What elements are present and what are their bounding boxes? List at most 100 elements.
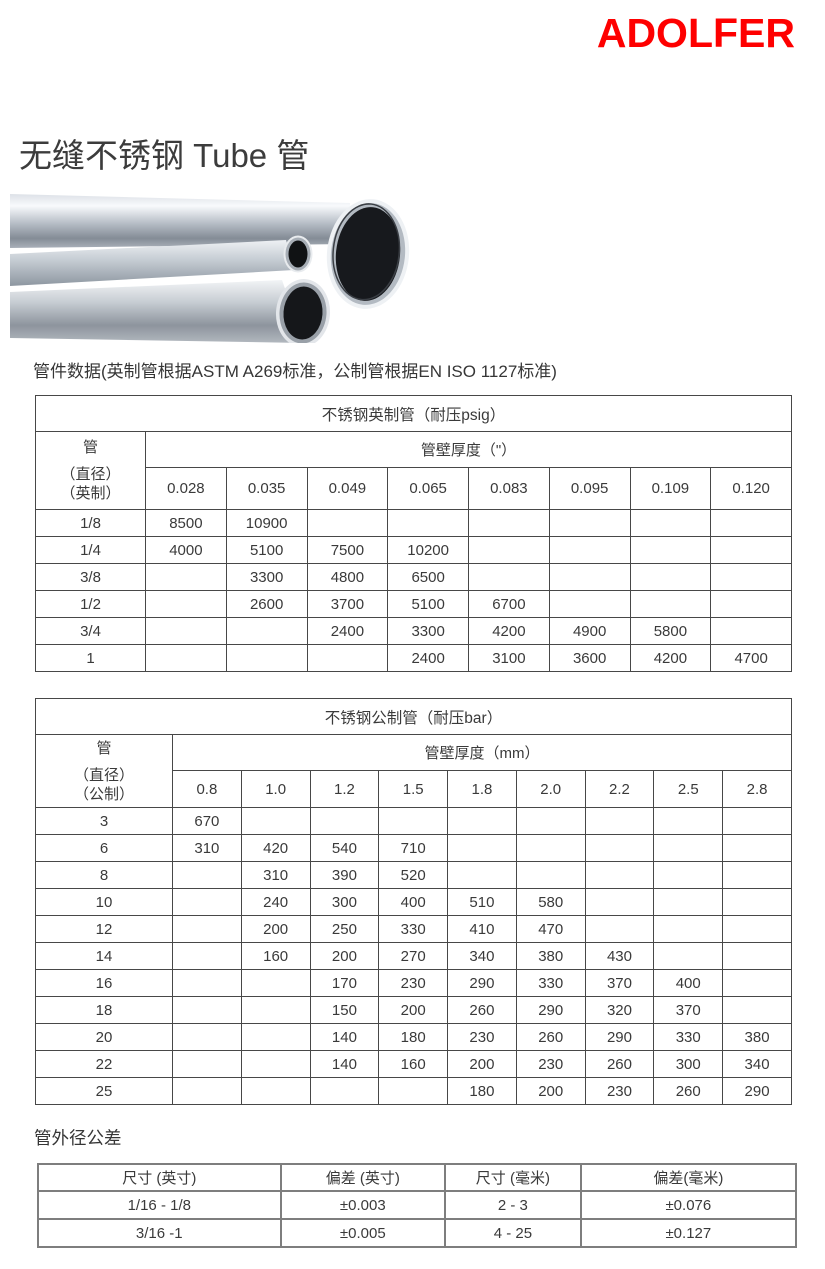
pressure-cell: 2600 <box>225 590 308 618</box>
pressure-cell <box>584 834 655 862</box>
size-cell: 14 <box>35 942 173 970</box>
table-row: 3 670 <box>35 807 792 835</box>
corner-line: 管 <box>96 739 112 757</box>
size-cell: 25 <box>35 1077 173 1105</box>
thickness-value: 1.8 <box>447 770 517 808</box>
thickness-value: 2.0 <box>515 770 586 808</box>
pressure-cell <box>240 1050 311 1078</box>
size-cell: 10 <box>35 888 173 916</box>
size-cell: 12 <box>35 915 173 943</box>
pressure-cell: 380 <box>722 1023 792 1051</box>
pressure-cell <box>584 915 655 943</box>
pressure-cell <box>172 915 242 943</box>
pressure-cell <box>710 617 792 645</box>
pressure-cell <box>722 969 792 997</box>
pressure-cell: 300 <box>653 1050 724 1078</box>
pressure-cell <box>653 942 724 970</box>
pressure-cell: 230 <box>515 1050 586 1078</box>
pressure-cell <box>653 888 724 916</box>
pressure-cell: 3600 <box>548 644 631 672</box>
pressure-cell: 6700 <box>468 590 550 618</box>
pressure-cell: 2400 <box>387 644 469 672</box>
thickness-value: 0.083 <box>468 467 550 510</box>
page-title: 无缝不锈钢 Tube 管 <box>19 137 310 174</box>
thickness-value: 2.8 <box>722 770 792 808</box>
pressure-cell: 410 <box>447 915 517 943</box>
pressure-cell <box>584 888 655 916</box>
size-cell: 1/8 <box>35 509 146 537</box>
pressure-cell <box>468 509 550 537</box>
pressure-cell <box>172 942 242 970</box>
stainless-tubes-image <box>10 194 410 343</box>
pressure-cell <box>172 1050 242 1078</box>
pressure-cell <box>548 590 631 618</box>
thickness-value: 0.8 <box>172 770 242 808</box>
thickness-header: 管壁厚度（mm） <box>172 734 792 771</box>
thickness-value: 0.049 <box>306 467 389 510</box>
table-row: 6 310 420 540 710 <box>35 834 792 862</box>
pressure-cell: 330 <box>653 1023 724 1051</box>
pressure-cell: 540 <box>309 834 380 862</box>
pressure-cell: 260 <box>515 1023 586 1051</box>
pressure-cell <box>629 536 712 564</box>
pressure-cell <box>653 861 724 889</box>
pressure-cell: 260 <box>653 1077 724 1105</box>
pressure-cell: 160 <box>378 1050 449 1078</box>
pressure-cell: 260 <box>584 1050 655 1078</box>
pressure-cell <box>145 644 227 672</box>
pressure-cell <box>710 509 792 537</box>
pressure-cell <box>145 563 227 591</box>
pressure-cell <box>378 1077 449 1105</box>
pressure-cell <box>653 915 724 943</box>
pressure-cell <box>172 888 242 916</box>
pressure-cell <box>378 807 449 835</box>
size-cell: 3 <box>35 807 173 835</box>
pressure-cell <box>225 617 308 645</box>
size-cell: 1/2 <box>35 590 146 618</box>
tolerance-cell: ±0.003 <box>279 1190 447 1220</box>
pressure-cell <box>447 861 517 889</box>
pressure-cell: 4700 <box>710 644 792 672</box>
pressure-cell <box>306 509 389 537</box>
table-row: 22 140 160 200 230 260 300 340 <box>35 1050 792 1078</box>
pressure-cell: 330 <box>515 969 586 997</box>
tolerance-cell: 3/16 -1 <box>37 1218 282 1248</box>
pressure-cell: 200 <box>447 1050 517 1078</box>
pressure-cell: 4900 <box>548 617 631 645</box>
pressure-cell: 180 <box>447 1077 517 1105</box>
pressure-cell: 420 <box>240 834 311 862</box>
table-row: 3/8 3300 4800 6500 <box>35 563 792 591</box>
size-cell: 3/8 <box>35 563 146 591</box>
table-row: 3/16 -1 ±0.005 4 - 25 ±0.127 <box>37 1218 798 1248</box>
thickness-value: 0.035 <box>225 467 308 510</box>
pressure-cell <box>240 1023 311 1051</box>
pressure-cell: 310 <box>240 861 311 889</box>
table-title: 不锈钢英制管（耐压psig） <box>35 395 792 432</box>
table-row: 1 2400 3100 3600 4200 4700 <box>35 644 792 672</box>
pressure-cell: 5800 <box>629 617 712 645</box>
pressure-cell <box>722 996 792 1024</box>
pressure-cell: 180 <box>378 1023 449 1051</box>
pressure-cell <box>240 996 311 1024</box>
corner-cell: 管 （直径） （公制） <box>35 734 173 808</box>
table-row: 14 160 200 270 340 380 430 <box>35 942 792 970</box>
size-cell: 22 <box>35 1050 173 1078</box>
pressure-cell: 200 <box>515 1077 586 1105</box>
size-cell: 18 <box>35 996 173 1024</box>
thickness-value: 0.120 <box>710 467 792 510</box>
tolerance-cell: ±0.076 <box>579 1190 798 1220</box>
pressure-cell <box>306 644 389 672</box>
pressure-cell <box>309 807 380 835</box>
thickness-value: 0.065 <box>387 467 469 510</box>
metric-tube-table: 不锈钢公制管（耐压bar）管（直径） （公制） 管壁厚度（mm） 0.8 1.0 1.2 1… <box>35 698 792 1105</box>
tolerance-header-cell: 偏差(毫米) <box>579 1163 798 1192</box>
pressure-cell <box>172 969 242 997</box>
pressure-cell: 380 <box>515 942 586 970</box>
pressure-cell <box>515 861 586 889</box>
thickness-value: 0.095 <box>548 467 631 510</box>
tolerance-cell: 1/16 - 1/8 <box>37 1190 282 1220</box>
thickness-value: 2.5 <box>653 770 724 808</box>
pressure-cell: 340 <box>447 942 517 970</box>
pressure-cell: 250 <box>309 915 380 943</box>
od-tolerance-table: 尺寸 (英寸) 偏差 (英寸) 尺寸 (毫米) 偏差(毫米) 1/16 - 1/8 ±0.… <box>37 1163 798 1248</box>
